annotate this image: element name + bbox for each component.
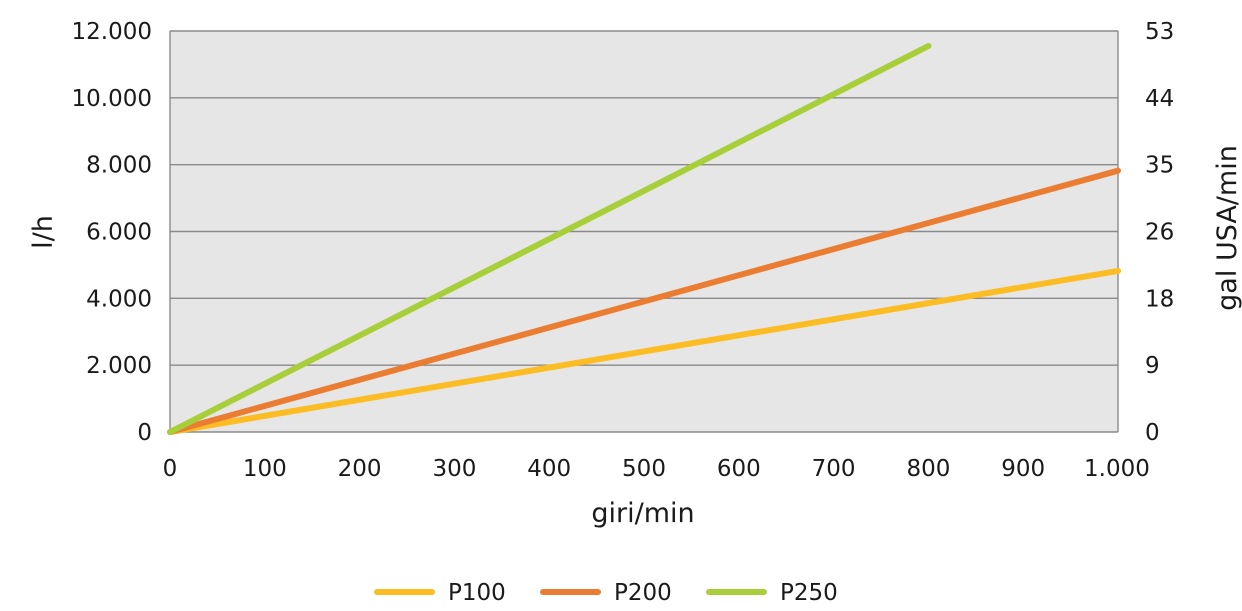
y2-tick-label: 26 bbox=[1145, 220, 1174, 246]
y2-tick-label: 44 bbox=[1145, 86, 1174, 112]
x-tick-label: 500 bbox=[622, 456, 666, 482]
x-tick-label: 700 bbox=[812, 456, 856, 482]
y2-tick-label: 35 bbox=[1145, 153, 1174, 179]
legend-item-p200: P200 bbox=[540, 580, 672, 606]
x-tick-label: 0 bbox=[163, 456, 178, 482]
y-tick-label: 12.000 bbox=[72, 19, 152, 45]
y-axis-title: l/h bbox=[28, 215, 59, 249]
y2-tick-label: 0 bbox=[1145, 420, 1160, 446]
legend-label: P250 bbox=[780, 580, 838, 606]
y2-tick-label: 9 bbox=[1145, 353, 1160, 379]
series-lines bbox=[167, 43, 1121, 435]
x-tick-label: 600 bbox=[717, 456, 761, 482]
series-line-p250 bbox=[167, 43, 932, 435]
x-tick-label: 300 bbox=[432, 456, 476, 482]
y-tick-label: 4.000 bbox=[86, 286, 152, 312]
y-tick-label: 0 bbox=[137, 420, 152, 446]
x-tick-label: 900 bbox=[1001, 456, 1045, 482]
x-tick-label: 200 bbox=[338, 456, 382, 482]
x-tick-label: 1.000 bbox=[1084, 456, 1150, 482]
y2-tick-label: 18 bbox=[1145, 286, 1174, 312]
x-tick-label: 800 bbox=[906, 456, 950, 482]
y2-axis-ticks: 0 9 18 26 35 44 53 bbox=[1145, 19, 1174, 446]
series-line-p200 bbox=[167, 167, 1121, 435]
x-axis-ticks: 0 100 200 300 400 500 600 700 800 900 1.000 bbox=[163, 456, 1150, 482]
x-axis-title: giri/min bbox=[591, 498, 694, 529]
legend-item-p100: P100 bbox=[374, 580, 506, 606]
y-tick-label: 10.000 bbox=[72, 86, 152, 112]
x-tick-label: 400 bbox=[527, 456, 571, 482]
y2-tick-label: 53 bbox=[1145, 19, 1174, 45]
y2-axis-title: gal USA/min bbox=[1212, 145, 1242, 311]
legend: P100 P200 P250 bbox=[374, 580, 838, 606]
legend-label: P100 bbox=[448, 580, 506, 606]
y-tick-label: 2.000 bbox=[86, 353, 152, 379]
y-tick-label: 6.000 bbox=[86, 220, 152, 246]
series-line-p100 bbox=[167, 267, 1121, 435]
y-axis-ticks: 0 2.000 4.000 6.000 8.000 10.000 12.000 bbox=[72, 19, 152, 446]
legend-label: P200 bbox=[614, 580, 672, 606]
y-tick-label: 8.000 bbox=[86, 153, 152, 179]
x-tick-label: 100 bbox=[243, 456, 287, 482]
legend-item-p250: P250 bbox=[706, 580, 838, 606]
